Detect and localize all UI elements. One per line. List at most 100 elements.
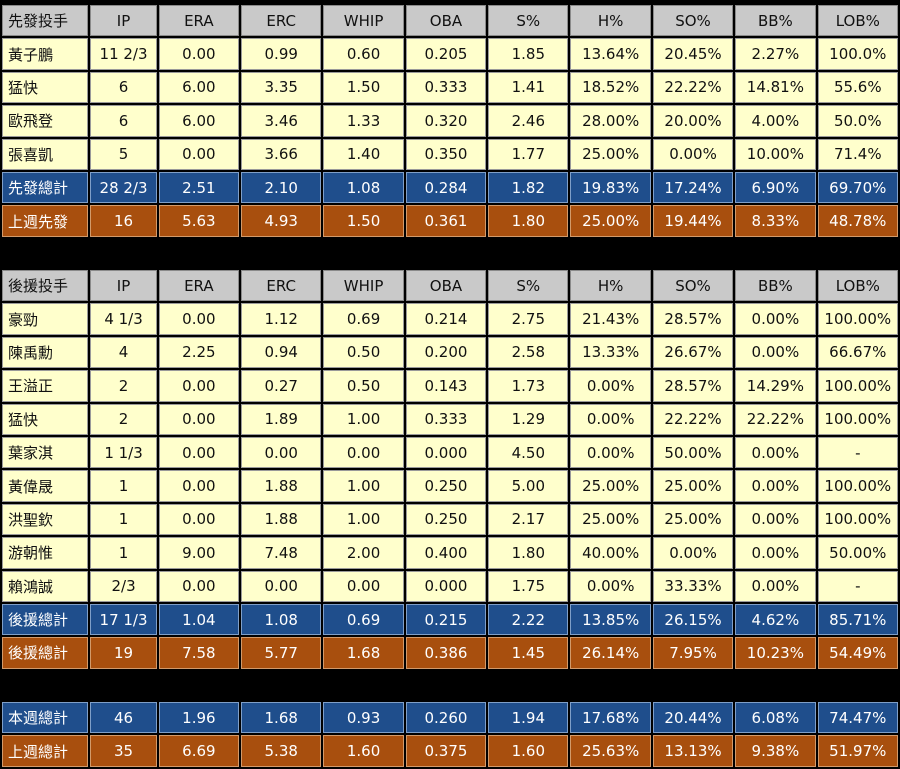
- table-cell: OBA: [405, 5, 487, 37]
- table-cell: 13.33%: [570, 336, 651, 369]
- table-cell: 14.81%: [735, 71, 816, 104]
- table-cell: 13.85%: [570, 603, 651, 636]
- table-cell: 22.22%: [652, 71, 734, 104]
- table-cell: 100.00%: [817, 503, 898, 536]
- table-cell: 0.69: [323, 603, 404, 636]
- table-cell: 4.00%: [735, 105, 816, 137]
- table-row: 猛快 6 6.00 3.35 1.50 0.333 1.41 18.52% 22.22% 14.8…: [2, 71, 898, 104]
- table-cell: 6.90%: [735, 171, 816, 204]
- table-cell: 0.000: [405, 436, 487, 469]
- table-cell: 20.45%: [652, 38, 734, 70]
- table-cell: 陳禹勳: [2, 336, 89, 369]
- table-cell: 1.73: [488, 370, 569, 402]
- table-cell: 25.00%: [652, 470, 734, 502]
- table-cell: 28 2/3: [90, 171, 157, 204]
- table-cell: 0.99: [241, 38, 322, 70]
- table-cell: 25.00%: [570, 503, 651, 536]
- table-cell: 9.00: [158, 537, 240, 569]
- table-cell: 1.88: [241, 503, 322, 536]
- table-cell: 69.70%: [817, 171, 898, 204]
- table-cell: 0.214: [405, 303, 487, 335]
- table-cell: 0.27: [241, 370, 322, 402]
- table-cell: 1.50: [323, 205, 404, 237]
- table-cell: 1: [90, 537, 157, 569]
- table-cell: 1.80: [488, 537, 569, 569]
- table-cell: 4.50: [488, 436, 569, 469]
- table-cell: 25.00%: [570, 138, 651, 170]
- table-cell: 黃偉晟: [2, 470, 89, 502]
- table-cell: 0.69: [323, 303, 404, 335]
- table-cell: S%: [488, 270, 569, 302]
- table-cell: 6.08%: [735, 702, 816, 734]
- table-cell: 7.95%: [652, 637, 734, 669]
- table-cell: 猛快: [2, 71, 89, 104]
- table-cell: 22.22%: [652, 403, 734, 435]
- table-cell: 1.50: [323, 71, 404, 104]
- table-cell: 21.43%: [570, 303, 651, 335]
- table-row: 葉家淇 1 1/3 0.00 0.00 0.00 0.000 4.50 0.00% 50.00%…: [2, 436, 898, 469]
- table-cell: 0.00%: [735, 537, 816, 569]
- table-cell: 40.00%: [570, 537, 651, 569]
- table-cell: 0.00: [158, 38, 240, 70]
- table-cell: 0.00: [158, 370, 240, 402]
- table-cell: 28.00%: [570, 105, 651, 137]
- table-cell: 0.94: [241, 336, 322, 369]
- table-cell: 0.00: [158, 403, 240, 435]
- table-cell: 7.48: [241, 537, 322, 569]
- table-cell: 7.58: [158, 637, 240, 669]
- table-cell: 0.361: [405, 205, 487, 237]
- table-cell: 0.00%: [735, 303, 816, 335]
- table-cell: 2.10: [241, 171, 322, 204]
- table-cell: 0.350: [405, 138, 487, 170]
- table-cell: 28.57%: [652, 303, 734, 335]
- table-cell: 葉家淇: [2, 436, 89, 469]
- table-cell: 1.08: [323, 171, 404, 204]
- table-cell: 28.57%: [652, 370, 734, 402]
- table-cell: 0.333: [405, 403, 487, 435]
- table-cell: 5.77: [241, 637, 322, 669]
- table-cell: 0.205: [405, 38, 487, 70]
- table-cell: 0.00: [158, 138, 240, 170]
- table-cell: 先發總計: [2, 171, 89, 204]
- table-cell: 1: [90, 503, 157, 536]
- table-cell: 0.60: [323, 38, 404, 70]
- table-cell: 10.00%: [735, 138, 816, 170]
- table-cell: 2.58: [488, 336, 569, 369]
- table-cell: -: [817, 570, 898, 602]
- table-cell: 25.00%: [652, 503, 734, 536]
- table-cell: 2.22: [488, 603, 569, 636]
- table-cell: 71.4%: [817, 138, 898, 170]
- table-cell: ERA: [158, 5, 240, 37]
- table-cell: 4.93: [241, 205, 322, 237]
- table-cell: 10.23%: [735, 637, 816, 669]
- table-cell: 0.00%: [652, 537, 734, 569]
- table-cell: 55.6%: [817, 71, 898, 104]
- table-cell: ERC: [241, 5, 322, 37]
- table-cell: 20.44%: [652, 702, 734, 734]
- table-cell: 5.63: [158, 205, 240, 237]
- table-cell: 1.77: [488, 138, 569, 170]
- relievers-total-row: 後援總計 17 1/3 1.04 1.08 0.69 0.215 2.22 13.85% 26.…: [2, 603, 898, 636]
- table-cell: 王溢正: [2, 370, 89, 402]
- table-cell: 0.00: [158, 470, 240, 502]
- table-cell: 0.000: [405, 570, 487, 602]
- table-cell: 1 1/3: [90, 436, 157, 469]
- table-cell: 0.143: [405, 370, 487, 402]
- table-row: 洪聖欽 1 0.00 1.88 1.00 0.250 2.17 25.00% 25.00% 0.0…: [2, 503, 898, 536]
- table-cell: 17.68%: [570, 702, 651, 734]
- table-cell: 0.00%: [735, 570, 816, 602]
- table-cell: 0.400: [405, 537, 487, 569]
- table-cell: 0.200: [405, 336, 487, 369]
- starters-total-row: 先發總計 28 2/3 2.51 2.10 1.08 0.284 1.82 19.83% 17.…: [2, 171, 898, 204]
- table-cell: 0.00: [158, 303, 240, 335]
- starters-header-row: 先發投手 IP ERA ERC WHIP OBA S% H% SO% BB% LOB%: [2, 5, 898, 37]
- table-cell: 1.08: [241, 603, 322, 636]
- table-cell: 17 1/3: [90, 603, 157, 636]
- table-cell: 25.00%: [570, 470, 651, 502]
- table-cell: 0.00%: [652, 138, 734, 170]
- table-cell: H%: [570, 270, 651, 302]
- table-cell: H%: [570, 5, 651, 37]
- table-cell: 游朝惟: [2, 537, 89, 569]
- table-row: 陳禹勳 4 2.25 0.94 0.50 0.200 2.58 13.33% 26.67% 0.0…: [2, 336, 898, 369]
- table-cell: WHIP: [323, 5, 404, 37]
